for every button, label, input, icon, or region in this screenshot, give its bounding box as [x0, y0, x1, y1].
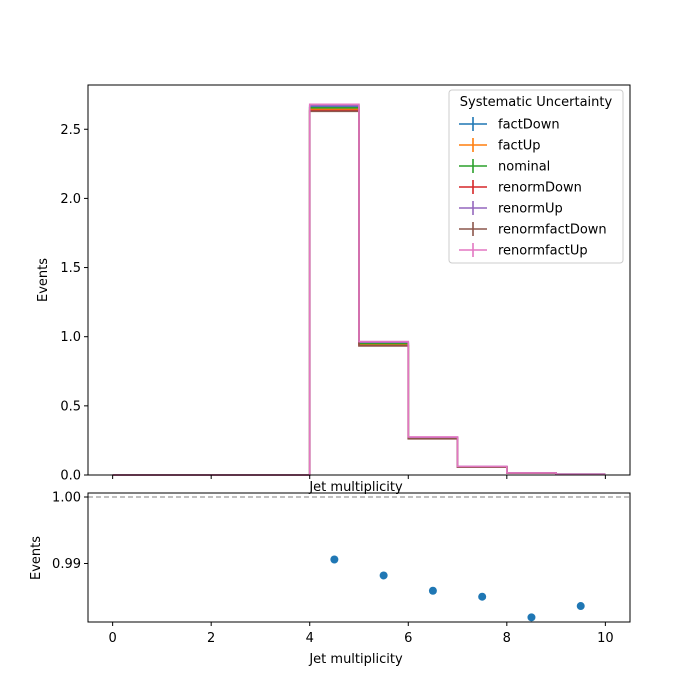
main-panel: 0.0 0.5 1.0 1.5 2.0 2.5 Events Jet multiplici… [36, 84, 631, 495]
x-tick-label: 4 [306, 631, 314, 646]
ratio-point [428, 586, 437, 595]
legend: Systematic Uncertainty factDown factUp nom… [448, 89, 624, 264]
ratio-plot-area [88, 496, 630, 622]
ratio-point [379, 571, 388, 580]
x-tick-label: 0 [108, 631, 116, 646]
ratio-x-axis-ticks: 0 2 4 6 8 10 [108, 622, 614, 646]
y-tick-label: 0.99 [52, 557, 81, 572]
ratio-panel: 0.99 1.00 0 2 4 6 8 10 Events Jet multiplicity [29, 490, 631, 667]
y-tick-label: 2.0 [60, 192, 81, 207]
main-y-axis-ticks: 0.0 0.5 1.0 1.5 2.0 2.5 [60, 123, 88, 484]
legend-label-factDown: factDown [498, 118, 560, 133]
x-tick-label: 8 [503, 631, 511, 646]
ratio-y-axis-label: Events [29, 536, 44, 580]
y-tick-label: 1.0 [60, 330, 81, 345]
legend-label-renormUp: renormUp [498, 202, 563, 217]
main-x-axis-label: Jet multiplicity [308, 480, 403, 495]
ratio-plot-frame [87, 492, 631, 623]
legend-label-nominal: nominal [498, 160, 550, 175]
y-tick-label: 0.5 [60, 399, 81, 414]
ratio-x-axis-label: Jet multiplicity [308, 652, 403, 667]
main-plot-frame [87, 84, 631, 476]
legend-box [448, 89, 624, 264]
legend-title: Systematic Uncertainty [460, 95, 613, 110]
y-tick-label: 1.5 [60, 261, 81, 276]
ratio-point [576, 602, 585, 611]
legend-entries: factDown factUp nominal renormDown renormUp r… [459, 117, 607, 259]
ratio-y-axis-ticks: 0.99 1.00 [52, 490, 88, 572]
legend-label-renormfactUp: renormfactUp [498, 244, 588, 259]
main-x-axis-ticks [112, 475, 606, 479]
x-tick-label: 10 [597, 631, 614, 646]
legend-label-factUp: factUp [498, 139, 541, 154]
ratio-point [330, 555, 339, 564]
y-tick-label: 0.0 [60, 469, 81, 484]
ratio-point [478, 592, 487, 601]
x-tick-label: 6 [404, 631, 412, 646]
main-y-axis-label: Events [36, 258, 51, 302]
y-tick-label: 1.00 [52, 490, 81, 505]
legend-label-renormDown: renormDown [498, 181, 582, 196]
y-tick-label: 2.5 [60, 123, 81, 138]
legend-label-renormfactDown: renormfactDown [498, 223, 607, 238]
ratio-point [527, 613, 536, 622]
x-tick-label: 2 [207, 631, 215, 646]
